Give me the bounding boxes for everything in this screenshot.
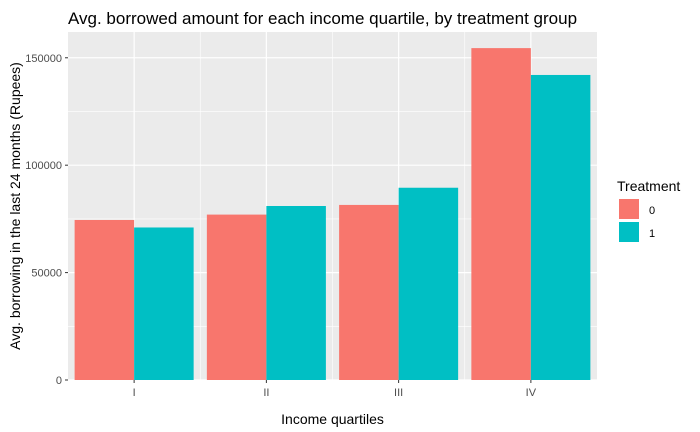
bar-series-0-III [339, 204, 399, 380]
x-axis-label: Income quartiles [281, 411, 384, 427]
x-tick-label: IV [526, 387, 537, 399]
x-tick-label: I [133, 387, 136, 399]
y-tick-label: 0 [56, 375, 62, 387]
bar-series-0-I [74, 219, 135, 380]
x-tick-label: III [394, 387, 403, 399]
legend-title: Treatment [617, 178, 680, 194]
legend-label-1: 1 [649, 228, 655, 240]
y-axis-label: Avg. borrowing in the last 24 months (Ru… [7, 62, 23, 350]
y-tick-label: 50000 [31, 268, 62, 280]
legend-swatch-1 [619, 222, 639, 242]
bars [74, 48, 591, 381]
bar-series-1-III [398, 187, 459, 380]
x-axis: I II III IV [133, 380, 537, 399]
legend: Treatment 0 1 [617, 178, 680, 242]
y-tick-label: 150000 [25, 53, 62, 65]
y-axis: 0 50000 100000 150000 [25, 53, 68, 387]
bar-series-1-IV [530, 74, 591, 381]
y-tick-label: 100000 [25, 160, 62, 172]
x-tick-label: II [263, 387, 269, 399]
bar-series-1-II [266, 206, 326, 380]
bar-series-0-IV [471, 48, 531, 380]
legend-label-0: 0 [649, 205, 655, 217]
bar-series-1-I [134, 227, 194, 380]
legend-swatch-0 [619, 199, 639, 219]
bar-series-0-II [206, 214, 267, 380]
chart-title: Avg. borrowed amount for each income qua… [68, 9, 577, 28]
